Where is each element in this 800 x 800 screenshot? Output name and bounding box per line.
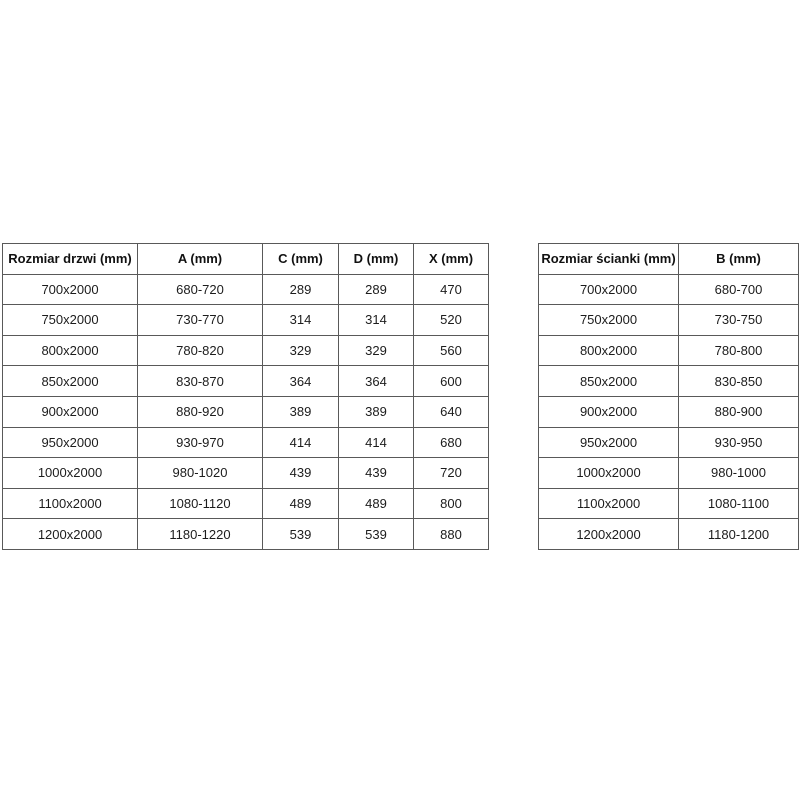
table-cell: 900x2000 bbox=[2, 395, 138, 428]
column-header: A (mm) bbox=[137, 243, 263, 275]
table-cell: 680 bbox=[413, 426, 489, 459]
table-cell: 730-750 bbox=[678, 304, 799, 336]
table-cell: 780-820 bbox=[137, 334, 263, 367]
table-cell: 930-970 bbox=[137, 426, 263, 459]
table-cell: 470 bbox=[413, 273, 489, 306]
table-cell: 800x2000 bbox=[538, 334, 679, 367]
table-cell: 289 bbox=[338, 273, 414, 306]
table-cell: 800x2000 bbox=[2, 334, 138, 367]
table-cell: 489 bbox=[262, 487, 339, 520]
table-row: 850x2000 830-850 bbox=[538, 365, 799, 397]
table-cell: 414 bbox=[338, 426, 414, 459]
table-cell: 1080-1120 bbox=[137, 487, 263, 520]
table-cell: 980-1020 bbox=[137, 457, 263, 489]
table-cell: 880 bbox=[413, 518, 489, 550]
column-header: C (mm) bbox=[262, 243, 339, 275]
table-cell: 640 bbox=[413, 395, 489, 428]
table-cell: 1100x2000 bbox=[538, 487, 679, 520]
table-row: 800x2000 780-820 329 329 560 bbox=[2, 334, 489, 367]
table-row: 700x2000 680-720 289 289 470 bbox=[2, 273, 489, 306]
table-cell: 329 bbox=[338, 334, 414, 367]
table-cell: 389 bbox=[262, 395, 339, 428]
table-cell: 314 bbox=[262, 304, 339, 336]
table-cell: 1000x2000 bbox=[2, 457, 138, 489]
table-cell: 314 bbox=[338, 304, 414, 336]
table-cell: 880-920 bbox=[137, 395, 263, 428]
table-cell: 289 bbox=[262, 273, 339, 306]
table-cell: 600 bbox=[413, 365, 489, 397]
table-row: 700x2000 680-700 bbox=[538, 273, 799, 306]
table-cell: 850x2000 bbox=[2, 365, 138, 397]
table-cell: 700x2000 bbox=[2, 273, 138, 306]
table-cell: 950x2000 bbox=[2, 426, 138, 459]
table-cell: 830-870 bbox=[137, 365, 263, 397]
table-cell: 414 bbox=[262, 426, 339, 459]
table-cell: 1200x2000 bbox=[2, 518, 138, 550]
column-header: B (mm) bbox=[678, 243, 799, 275]
table-cell: 329 bbox=[262, 334, 339, 367]
column-header: Rozmiar drzwi (mm) bbox=[2, 243, 138, 275]
table-cell: 389 bbox=[338, 395, 414, 428]
table-cell: 750x2000 bbox=[2, 304, 138, 336]
table-cell: 730-770 bbox=[137, 304, 263, 336]
table-cell: 930-950 bbox=[678, 426, 799, 459]
table-row: 1200x2000 1180-1200 bbox=[538, 518, 799, 550]
table-row: 950x2000 930-970 414 414 680 bbox=[2, 426, 489, 459]
table-cell: 1100x2000 bbox=[2, 487, 138, 520]
table-row: 1100x2000 1080-1100 bbox=[538, 487, 799, 520]
column-header: Rozmiar ścianki (mm) bbox=[538, 243, 679, 275]
table-cell: 950x2000 bbox=[538, 426, 679, 459]
table-row: 900x2000 880-920 389 389 640 bbox=[2, 395, 489, 428]
table-cell: 830-850 bbox=[678, 365, 799, 397]
table-cell: 1180-1220 bbox=[137, 518, 263, 550]
table-cell: 520 bbox=[413, 304, 489, 336]
table-cell: 539 bbox=[338, 518, 414, 550]
table-row: 850x2000 830-870 364 364 600 bbox=[2, 365, 489, 397]
table-cell: 880-900 bbox=[678, 395, 799, 428]
table-cell: 1180-1200 bbox=[678, 518, 799, 550]
table-cell: 489 bbox=[338, 487, 414, 520]
wall-sizes-table: Rozmiar ścianki (mm) B (mm) 700x2000 680-70… bbox=[538, 243, 799, 550]
table-cell: 750x2000 bbox=[538, 304, 679, 336]
table-cell: 780-800 bbox=[678, 334, 799, 367]
table-cell: 800 bbox=[413, 487, 489, 520]
table-row: 1000x2000 980-1000 bbox=[538, 457, 799, 489]
table-cell: 560 bbox=[413, 334, 489, 367]
table-cell: 850x2000 bbox=[538, 365, 679, 397]
table-row: 900x2000 880-900 bbox=[538, 395, 799, 428]
table-cell: 700x2000 bbox=[538, 273, 679, 306]
table-cell: 980-1000 bbox=[678, 457, 799, 489]
table-cell: 439 bbox=[262, 457, 339, 489]
table-row: 800x2000 780-800 bbox=[538, 334, 799, 367]
table-cell: 900x2000 bbox=[538, 395, 679, 428]
header-row: Rozmiar drzwi (mm) A (mm) C (mm) D (mm) X (m… bbox=[2, 243, 489, 275]
table-cell: 1080-1100 bbox=[678, 487, 799, 520]
table-row: 1200x2000 1180-1220 539 539 880 bbox=[2, 518, 489, 550]
table-cell: 439 bbox=[338, 457, 414, 489]
table-cell: 364 bbox=[262, 365, 339, 397]
table-cell: 680-700 bbox=[678, 273, 799, 306]
table-cell: 680-720 bbox=[137, 273, 263, 306]
column-header: D (mm) bbox=[338, 243, 414, 275]
table-row: 950x2000 930-950 bbox=[538, 426, 799, 459]
table-row: 750x2000 730-750 bbox=[538, 304, 799, 336]
column-header: X (mm) bbox=[413, 243, 489, 275]
door-sizes-table: Rozmiar drzwi (mm) A (mm) C (mm) D (mm) X (m… bbox=[2, 243, 489, 550]
header-row: Rozmiar ścianki (mm) B (mm) bbox=[538, 243, 799, 275]
table-row: 1000x2000 980-1020 439 439 720 bbox=[2, 457, 489, 489]
table-cell: 1200x2000 bbox=[538, 518, 679, 550]
table-row: 1100x2000 1080-1120 489 489 800 bbox=[2, 487, 489, 520]
table-cell: 720 bbox=[413, 457, 489, 489]
table-cell: 539 bbox=[262, 518, 339, 550]
table-cell: 1000x2000 bbox=[538, 457, 679, 489]
table-cell: 364 bbox=[338, 365, 414, 397]
table-row: 750x2000 730-770 314 314 520 bbox=[2, 304, 489, 336]
